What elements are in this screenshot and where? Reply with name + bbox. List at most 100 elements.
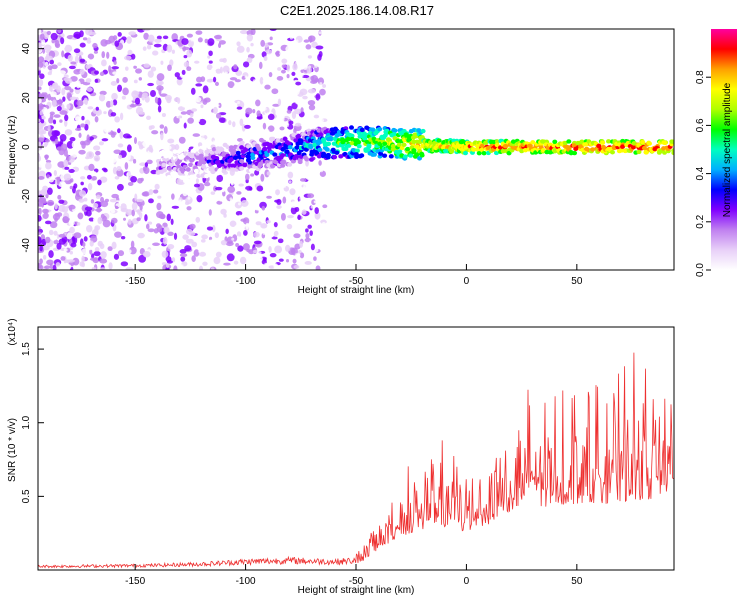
- heatmap-cell: [45, 162, 52, 170]
- heatmap-cell: [172, 149, 178, 154]
- heatmap-cell: [154, 38, 162, 43]
- heatmap-cell: [273, 221, 278, 228]
- heatmap-cell: [143, 32, 149, 40]
- heatmap-cell: [280, 153, 286, 158]
- heatmap-cell: [56, 105, 62, 112]
- heatmap-cell: [215, 112, 222, 119]
- heatmap-cell: [256, 116, 263, 120]
- heatmap-cell: [42, 208, 49, 214]
- heatmap-cell: [87, 183, 93, 191]
- heatmap-cell: [310, 243, 315, 251]
- heatmap-cell: [302, 65, 308, 70]
- heatmap-cell: [161, 168, 167, 173]
- heatmap-cell: [239, 145, 245, 150]
- heatmap-cell: [164, 145, 172, 151]
- heatmap-cell: [279, 51, 283, 55]
- heatmap-cell: [370, 127, 376, 132]
- spectrogram-panel: -150 -100 -50 0 50 -40 -20 0 20 40 Height of str…: [7, 28, 675, 296]
- heatmap-cell: [274, 79, 278, 83]
- heatmap-cell: [319, 223, 323, 227]
- heatmap-cell: [70, 178, 74, 183]
- heatmap-cell: [264, 262, 268, 266]
- heatmap-cell: [204, 181, 211, 187]
- heatmap-cell: [189, 185, 197, 192]
- heatmap-cell: [221, 169, 227, 174]
- heatmap-cell: [38, 97, 42, 104]
- heatmap-cell: [250, 29, 256, 36]
- heatmap-cell: [111, 217, 118, 224]
- heatmap-cell: [166, 213, 171, 222]
- heatmap-cell: [271, 236, 278, 240]
- heatmap-cell: [254, 89, 259, 96]
- heatmap-cell: [299, 252, 305, 259]
- heatmap-cell: [294, 108, 302, 115]
- heatmap-cell: [297, 253, 301, 257]
- heatmap-cell: [246, 34, 254, 42]
- heatmap-cell: [182, 46, 190, 51]
- heatmap-cell: [230, 182, 234, 186]
- heatmap-cell: [93, 145, 101, 151]
- heatmap-cell: [250, 173, 255, 177]
- heatmap-cell: [408, 153, 414, 158]
- heatmap-cell: [83, 236, 88, 242]
- heatmap-cell: [95, 194, 101, 200]
- heatmap-cell: [494, 142, 500, 148]
- heatmap-cell: [141, 191, 149, 197]
- heatmap-cell: [202, 85, 209, 94]
- heatmap-cell: [58, 70, 66, 75]
- heatmap-cell: [196, 195, 203, 203]
- heatmap-cell: [47, 71, 52, 76]
- heatmap-cell: [47, 176, 55, 183]
- heatmap-cell: [126, 36, 132, 44]
- heatmap-cell: [113, 253, 120, 260]
- heatmap-cell: [78, 149, 86, 155]
- heatmap-cell: [166, 44, 173, 53]
- heatmap-cell: [187, 196, 191, 200]
- heatmap-cell: [258, 227, 262, 231]
- heatmap-cell: [198, 231, 202, 235]
- heatmap-cell: [38, 127, 45, 135]
- heatmap-cell: [46, 199, 55, 207]
- colorbar-tick-label: 0.0: [695, 263, 706, 277]
- heatmap-cell: [479, 147, 485, 152]
- heatmap-cell: [238, 183, 245, 187]
- heatmap-cell: [204, 38, 209, 44]
- heatmap-cell: [58, 98, 63, 107]
- snr-scale-label: (x10⁴): [7, 318, 18, 345]
- heatmap-cell: [315, 93, 321, 101]
- heatmap-cell: [176, 181, 185, 186]
- heatmap-cell: [267, 113, 275, 121]
- heatmap-cell: [236, 231, 242, 238]
- heatmap-cell: [48, 229, 54, 236]
- heatmap-cell: [79, 42, 86, 48]
- heatmap-cell: [144, 214, 148, 222]
- spectrogram-y-tick-label: 0: [21, 144, 32, 150]
- heatmap-cell: [142, 141, 148, 147]
- heatmap-cell: [246, 57, 253, 64]
- heatmap-cell: [270, 181, 274, 185]
- heatmap-cell: [334, 150, 340, 155]
- heatmap-cell: [100, 267, 106, 270]
- heatmap-cell: [318, 192, 322, 196]
- heatmap-cell: [237, 137, 243, 142]
- heatmap-cell: [221, 152, 227, 158]
- heatmap-cell: [242, 162, 248, 168]
- heatmap-cell: [135, 68, 143, 74]
- heatmap-cell: [239, 118, 244, 127]
- heatmap-cell: [245, 107, 253, 115]
- heatmap-cell: [209, 86, 213, 90]
- heatmap-cell: [70, 75, 78, 82]
- heatmap-cell: [326, 141, 332, 147]
- heatmap-cell: [171, 205, 180, 209]
- heatmap-cell: [52, 264, 57, 270]
- heatmap-cell: [126, 171, 132, 177]
- heatmap-cell: [287, 215, 294, 219]
- heatmap-cell: [268, 64, 275, 70]
- heatmap-cell: [164, 94, 172, 101]
- heatmap-cell: [232, 264, 236, 268]
- heatmap-cell: [293, 127, 297, 135]
- heatmap-cell: [137, 177, 143, 184]
- heatmap-cell: [263, 257, 267, 262]
- heatmap-cell: [214, 232, 220, 239]
- heatmap-cell: [51, 82, 57, 89]
